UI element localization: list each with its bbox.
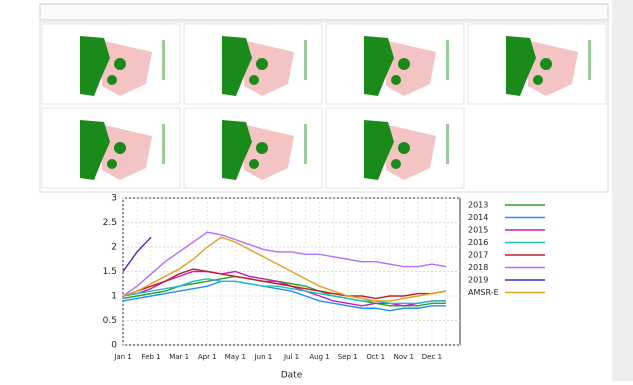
map-forest — [256, 142, 268, 154]
y-tick-label: 2.5 — [103, 218, 117, 228]
legend-label: 2019 — [468, 276, 488, 285]
map-forest — [398, 58, 410, 70]
x-tick-label: Jul 1 — [283, 353, 299, 361]
colorbar — [304, 124, 307, 164]
legend-label: 2016 — [468, 238, 488, 247]
y-tick-label: 3 — [111, 194, 117, 204]
y-tick-label: 1 — [111, 292, 117, 302]
legend-label: 2014 — [468, 213, 488, 222]
x-tick-label: Sep 1 — [338, 353, 358, 361]
dashboard: 0 0.5 1 1.5 2 2.5 3 Jan 1 Feb 1 Mar 1 Apr 1 May 1 Ju… — [0, 0, 633, 381]
colorbar — [446, 124, 449, 164]
map-forest — [540, 58, 552, 70]
page: 0 0.5 1 1.5 2 2.5 3 Jan 1 Feb 1 Mar 1 Apr 1 May 1 Ju… — [0, 0, 633, 381]
map-forest — [391, 159, 401, 169]
map-forest — [249, 159, 259, 169]
colorbar — [162, 124, 165, 164]
legend-label: AMSR-E — [468, 288, 499, 297]
y-tick-label: 1.5 — [103, 267, 117, 277]
x-tick-label: Jun 1 — [254, 353, 273, 361]
colorbar — [446, 40, 449, 80]
x-tick-label: Dec 1 — [422, 353, 442, 361]
y-tick-label: 2 — [111, 243, 117, 253]
map-forest — [107, 159, 117, 169]
map-forest — [391, 75, 401, 85]
map-forest — [398, 142, 410, 154]
x-tick-label: Oct 1 — [366, 353, 385, 361]
map-forest — [249, 75, 259, 85]
legend-label: 2013 — [468, 201, 488, 210]
x-tick-label: Jan 1 — [113, 353, 131, 361]
colorbar — [588, 40, 591, 80]
x-tick-label: Mar 1 — [169, 353, 189, 361]
x-tick-label: Aug 1 — [309, 353, 329, 361]
scrollbar[interactable] — [612, 0, 633, 381]
header-bar — [40, 4, 608, 20]
legend-label: 2015 — [468, 226, 488, 235]
y-tick-label: 0.5 — [103, 316, 117, 326]
legend-label: 2018 — [468, 263, 488, 272]
x-tick-label: Nov 1 — [394, 353, 414, 361]
colorbar — [304, 40, 307, 80]
map-forest — [107, 75, 117, 85]
x-tick-label: Apr 1 — [198, 353, 217, 361]
map-forest — [533, 75, 543, 85]
x-axis-label: Date — [281, 371, 303, 381]
x-tick-label: Feb 1 — [142, 353, 161, 361]
map-forest — [114, 142, 126, 154]
x-tick-label: May 1 — [225, 353, 246, 361]
map-forest — [114, 58, 126, 70]
y-tick-label: 0 — [111, 341, 117, 351]
map-forest — [256, 58, 268, 70]
legend-label: 2017 — [468, 251, 488, 260]
colorbar — [162, 40, 165, 80]
